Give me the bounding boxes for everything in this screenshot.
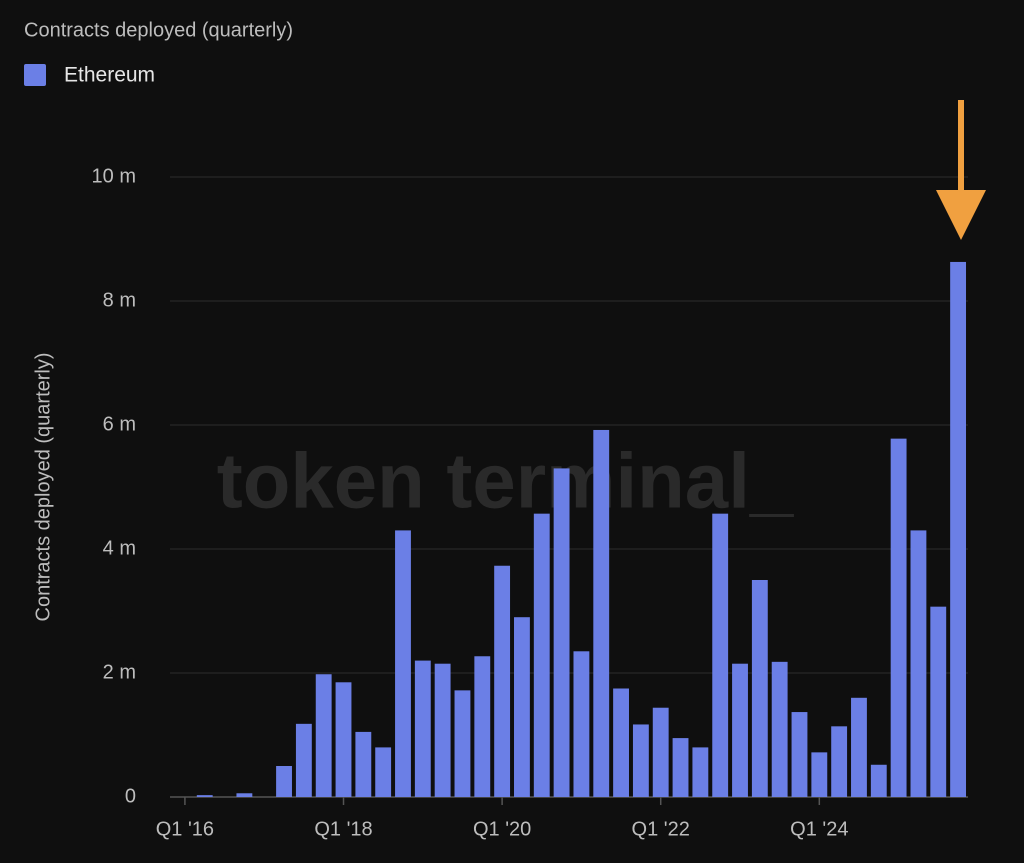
bar [613, 688, 629, 797]
x-tick-label: Q1 '16 [156, 818, 214, 840]
bar [692, 747, 709, 797]
bar [375, 747, 392, 797]
bar [454, 690, 471, 797]
y-tick-label: 4 m [103, 537, 136, 559]
bar [315, 674, 332, 797]
legend-label: Ethereum [64, 64, 155, 87]
y-tick-label: 0 [125, 785, 136, 807]
arrow-head [936, 190, 986, 240]
bar [930, 606, 947, 797]
bar [672, 738, 689, 797]
bar [732, 663, 748, 797]
bar [434, 663, 451, 797]
bar [514, 617, 530, 797]
watermark: token terminal_ [217, 437, 795, 525]
y-axis-label: Contracts deployed (quarterly) [32, 352, 54, 621]
x-tick-label: Q1 '20 [473, 818, 531, 840]
legend-swatch [24, 64, 46, 86]
y-tick-label: 10 m [92, 165, 136, 187]
bar [632, 724, 649, 797]
bar [712, 513, 729, 797]
bar [950, 261, 967, 797]
bar [414, 660, 431, 797]
x-tick-label: Q1 '24 [790, 818, 848, 840]
y-tick-label: 8 m [103, 289, 136, 311]
bar [474, 656, 491, 797]
bar [494, 565, 511, 797]
bar [910, 530, 927, 797]
bar [196, 795, 213, 797]
bar [553, 468, 570, 797]
bar [276, 766, 292, 797]
y-tick-label: 2 m [103, 661, 136, 683]
bar [573, 651, 590, 797]
x-tick-label: Q1 '22 [632, 818, 690, 840]
bar [236, 793, 253, 797]
bar [890, 438, 907, 797]
annotation-arrow [936, 100, 986, 240]
bar [295, 723, 312, 797]
bar [791, 712, 808, 797]
bar [335, 682, 352, 797]
bar [533, 513, 550, 797]
x-tick-label: Q1 '18 [314, 818, 372, 840]
bar [851, 697, 867, 797]
bar [811, 752, 828, 797]
bar [870, 764, 887, 797]
bar [593, 429, 610, 797]
chart-title: Contracts deployed (quarterly) [24, 19, 293, 41]
bar [751, 580, 768, 797]
y-tick-label: 6 m [103, 413, 136, 435]
bar [831, 726, 848, 797]
bar [395, 530, 411, 797]
bar [652, 707, 669, 797]
bar [355, 731, 372, 797]
bar [771, 661, 788, 797]
